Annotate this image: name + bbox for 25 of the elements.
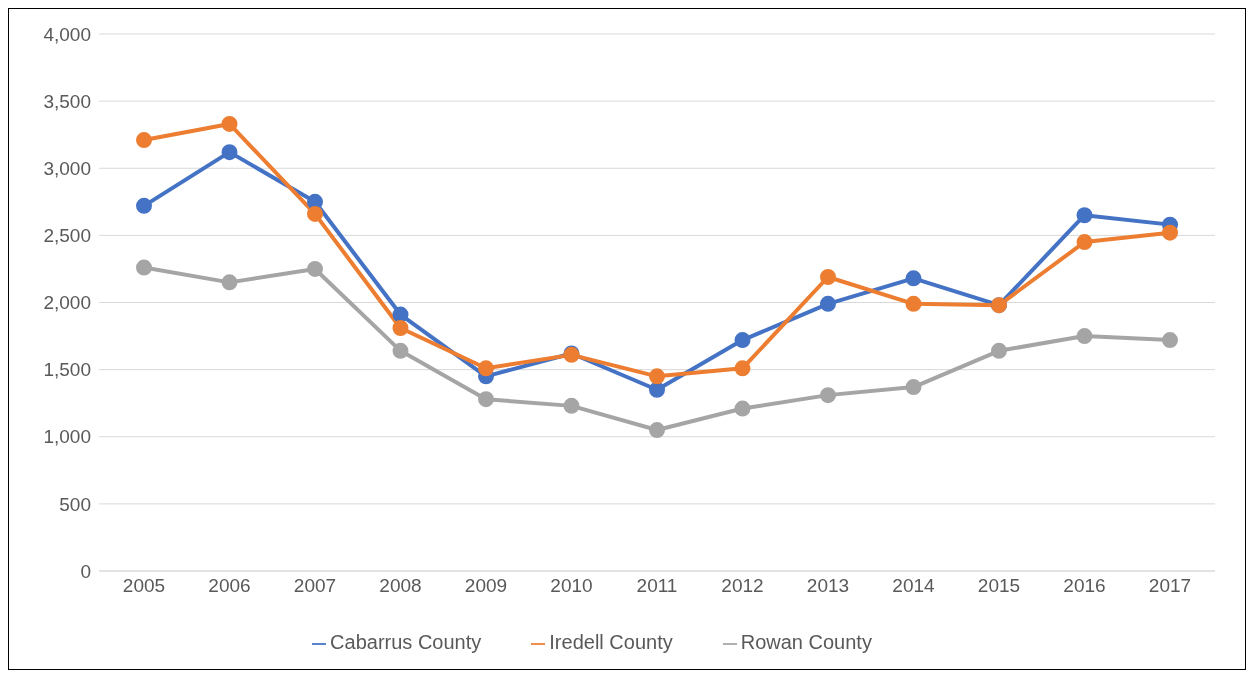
y-tick-label: 0 <box>80 560 91 582</box>
x-tick-label: 2007 <box>293 575 337 597</box>
y-tick-label: 1,000 <box>43 426 91 448</box>
y-tick-label: 4,000 <box>43 23 91 45</box>
y-tick-label: 2,500 <box>43 225 91 247</box>
x-tick-label: 2017 <box>1148 575 1192 597</box>
y-tick-label: 3,500 <box>43 90 91 112</box>
x-tick-label: 2010 <box>550 575 593 597</box>
x-tick-label: 2016 <box>1063 575 1106 597</box>
x-tick-label: 2014 <box>892 575 936 597</box>
x-tick-label: 2015 <box>977 575 1021 597</box>
y-tick-label: 3,000 <box>43 157 91 179</box>
y-tick-label: 500 <box>59 493 91 515</box>
x-tick-label: 2009 <box>464 575 508 597</box>
x-tick-label: 2011 <box>636 575 678 597</box>
x-tick-label: 2006 <box>208 575 251 597</box>
x-tick-label: 2005 <box>122 575 166 597</box>
legend-label: Iredell County <box>549 631 673 653</box>
legend-label: Cabarrus County <box>330 631 482 653</box>
x-tick-label: 2013 <box>806 575 850 597</box>
y-tick-label: 1,500 <box>43 359 91 381</box>
legend-label: Rowan County <box>740 631 872 653</box>
x-tick-label: 2012 <box>721 575 764 597</box>
x-tick-label: 2008 <box>379 575 422 597</box>
y-tick-label: 2,000 <box>43 292 91 314</box>
